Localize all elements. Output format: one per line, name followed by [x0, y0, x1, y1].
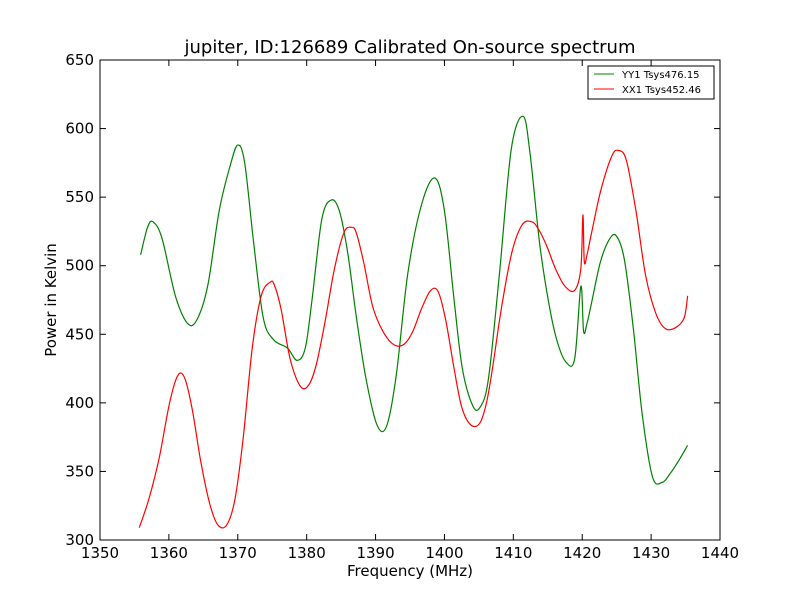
series-lines — [138, 115, 689, 529]
legend-label-xx1: XX1 Tsys452.46 — [622, 85, 701, 96]
y-tick-label: 650 — [65, 51, 94, 69]
plot-area — [100, 60, 720, 540]
y-tick-label: 500 — [65, 257, 94, 275]
y-axis-label: Power in Kelvin — [42, 243, 60, 357]
x-tick-label: 1390 — [356, 544, 394, 562]
y-tick-label: 550 — [65, 188, 94, 206]
x-tick-label: 1430 — [632, 544, 670, 562]
y-tick-label: 400 — [65, 394, 94, 412]
y-tick-label: 600 — [65, 120, 94, 138]
legend-label-yy1: YY1 Tsys476.15 — [621, 70, 700, 81]
y-tick-label: 450 — [65, 325, 94, 343]
series-line-yy1 — [140, 115, 689, 485]
x-tick-label: 1420 — [563, 544, 601, 562]
legend-box — [587, 65, 715, 100]
x-tick-label: 1410 — [494, 544, 532, 562]
chart-title: jupiter, ID:126689 Calibrated On-source … — [184, 37, 636, 58]
series-line-xx1 — [138, 149, 689, 529]
axis-ticks: 1350 1360 1370 1380 1390 1400 1410 1420 1430 1440… — [65, 51, 739, 562]
x-tick-label: 1370 — [219, 544, 257, 562]
y-tick-label: 350 — [65, 462, 94, 480]
legend: YY1 Tsys476.15 XX1 Tsys452.46 — [587, 65, 715, 100]
x-tick-label: 1350 — [81, 544, 119, 562]
x-tick-label: 1360 — [150, 544, 188, 562]
plot-frame — [99, 59, 721, 541]
y-tick-label: 300 — [65, 531, 94, 549]
x-tick-label: 1380 — [288, 544, 326, 562]
x-axis-label: Frequency (MHz) — [347, 562, 473, 580]
x-tick-label: 1440 — [701, 544, 739, 562]
x-tick-label: 1400 — [425, 544, 463, 562]
